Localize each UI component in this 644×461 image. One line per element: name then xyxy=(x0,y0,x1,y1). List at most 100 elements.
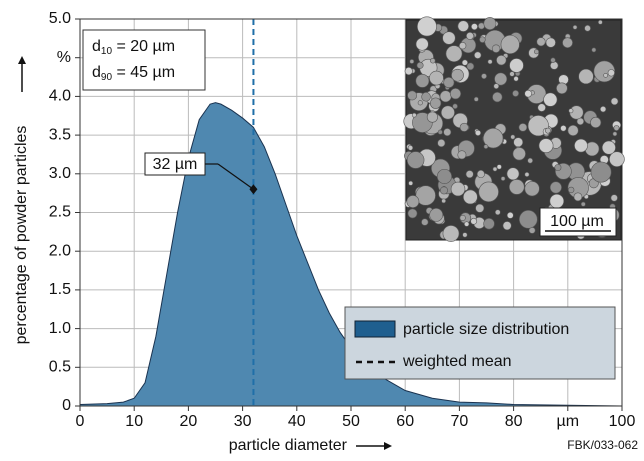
inset-particle xyxy=(466,62,475,71)
inset-particle xyxy=(452,103,458,110)
x-tick-label: 30 xyxy=(234,413,252,430)
inset-particle xyxy=(496,54,507,66)
inset-particle xyxy=(408,180,414,186)
stat-subscript: 10 xyxy=(101,46,113,57)
stat-value: = 20 µm xyxy=(112,38,175,55)
inset-particle xyxy=(524,181,540,197)
inset-particle xyxy=(407,208,418,219)
inset-particle xyxy=(518,123,528,132)
inset-particle xyxy=(457,20,470,32)
inset-particle xyxy=(527,157,534,164)
inset-particle xyxy=(491,44,501,53)
annotation-point xyxy=(249,184,258,195)
inset-particle xyxy=(407,145,414,151)
inset-particle xyxy=(568,108,574,114)
inset-particle xyxy=(470,23,478,31)
inset-particle xyxy=(415,185,436,206)
inset-particle xyxy=(494,72,508,86)
inset-particle xyxy=(572,24,578,30)
inset-particle xyxy=(550,61,559,70)
inset-particle xyxy=(513,76,519,82)
inset-particle xyxy=(442,31,456,45)
x-tick-label: 70 xyxy=(451,413,469,430)
inset-particle xyxy=(451,68,464,82)
inset-particle xyxy=(610,194,618,202)
inset-particle xyxy=(421,218,429,226)
inset-particle xyxy=(607,69,615,77)
inset-particle xyxy=(509,71,515,77)
inset-particle xyxy=(578,68,594,85)
inset-particle xyxy=(590,161,612,183)
x-tick-label: 80 xyxy=(505,413,523,430)
inset-particle xyxy=(534,49,539,55)
stat-value: = 45 µm xyxy=(112,64,175,81)
inset-particle xyxy=(457,150,467,160)
inset-particle xyxy=(449,88,462,100)
inset-particle xyxy=(466,31,474,40)
inset-particle xyxy=(476,169,485,179)
y-arrow xyxy=(18,56,26,92)
inset-particle xyxy=(613,125,620,131)
inset-particle xyxy=(442,225,460,242)
x-tick-label: 50 xyxy=(342,413,360,430)
inset-particle xyxy=(463,221,470,227)
inset-particle xyxy=(479,36,486,43)
x-tick-label: 100 xyxy=(609,413,636,430)
inset-particle xyxy=(580,201,586,207)
x-axis-label: particle diameter xyxy=(229,437,348,454)
annotation-text: 32 µm xyxy=(153,156,198,173)
inset-particle xyxy=(554,164,562,172)
stat-text: d10 = 20 µm xyxy=(92,38,175,56)
inset-particle xyxy=(513,137,524,148)
x-arrow xyxy=(356,442,392,450)
inset-particle xyxy=(440,105,455,120)
inset-particle xyxy=(543,92,558,107)
inset-particle xyxy=(404,67,413,76)
legend-box xyxy=(344,306,616,380)
inset-particle xyxy=(609,151,625,167)
inset-particle xyxy=(562,37,573,49)
inset-particle xyxy=(508,179,525,195)
stat-text: d90 = 45 µm xyxy=(92,64,175,82)
inset-particle xyxy=(612,131,618,137)
legend-swatch xyxy=(354,320,396,338)
inset-particle xyxy=(436,168,452,184)
inset-particle xyxy=(567,186,575,194)
inset-particle xyxy=(429,97,442,109)
y-tick-label: 3.0 xyxy=(49,165,71,182)
inset-particle xyxy=(429,70,444,86)
inset-particle xyxy=(573,192,583,202)
inset-particle xyxy=(440,186,448,195)
x-tick-label: 0 xyxy=(76,413,85,430)
inset-particle xyxy=(411,112,417,118)
inset-particle xyxy=(443,128,452,137)
inset-particle xyxy=(502,221,512,231)
inset-particle xyxy=(409,59,415,64)
inset-particle xyxy=(556,82,568,95)
inset-particle xyxy=(560,125,567,132)
inset-particle xyxy=(512,147,526,161)
x-tick-label: 40 xyxy=(288,413,306,430)
inset-particle xyxy=(450,181,466,197)
inset-particle xyxy=(593,60,616,83)
inset-particle xyxy=(429,208,444,222)
y-tick-label: 0 xyxy=(62,397,71,414)
inset-particle xyxy=(567,124,579,137)
inset-particle xyxy=(462,232,468,238)
inset-particle xyxy=(416,61,424,69)
area xyxy=(79,102,623,407)
inset-particle xyxy=(407,90,418,101)
y-tick-label: 1.5 xyxy=(49,281,71,298)
inset-particle xyxy=(524,172,530,177)
inset-particle xyxy=(537,103,546,112)
inset-particle xyxy=(443,76,455,89)
inset-particle xyxy=(406,151,425,169)
inset-particle xyxy=(462,189,478,205)
stat-symbol: d xyxy=(92,64,101,81)
y-tick-label: 1.0 xyxy=(49,320,71,337)
inset-image xyxy=(403,16,625,242)
inset-particle xyxy=(496,164,502,170)
y-tick-label: 2.5 xyxy=(49,204,71,221)
inset-particle xyxy=(591,47,597,53)
